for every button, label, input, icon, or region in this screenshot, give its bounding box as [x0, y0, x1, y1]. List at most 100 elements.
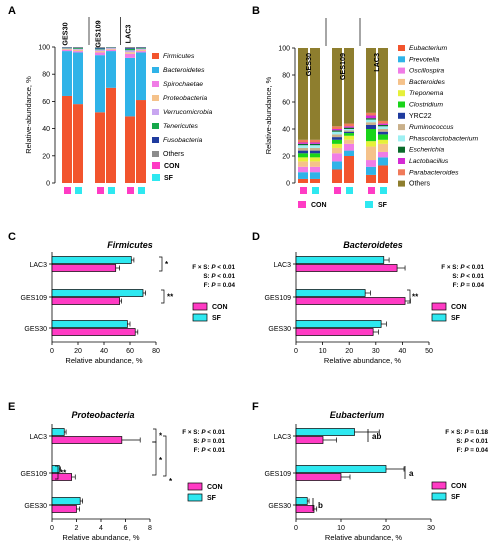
stats-line: F: P < 0.01 — [194, 447, 226, 454]
stacked-bar-segment — [298, 172, 308, 179]
legend-label: Fusobacteria — [163, 137, 203, 144]
stacked-bar-segment — [344, 139, 354, 144]
stacked-bar-segment — [366, 129, 376, 142]
stacked-bar-segment — [73, 52, 83, 105]
legend-swatch — [152, 137, 159, 143]
stacked-bar-segment — [125, 47, 135, 49]
stacked-bar-segment — [366, 115, 376, 119]
stacked-bar-segment — [62, 49, 72, 52]
legend-swatch — [152, 53, 159, 59]
x-tick-label: 40 — [100, 348, 108, 355]
stacked-bar-segment — [378, 139, 388, 144]
stacked-bar-segment — [310, 172, 320, 179]
stacked-bar-segment — [95, 47, 105, 48]
group-label: LAC3 — [124, 25, 133, 44]
stacked-bar-segment — [378, 157, 388, 166]
significance-label: * — [169, 477, 173, 486]
stats-line: F × S: P < 0.01 — [441, 264, 484, 271]
x-tick-label: 0 — [50, 525, 54, 532]
stacked-bar-segment — [136, 100, 146, 183]
significance-label: b — [318, 501, 323, 510]
stats-line: F: P = 0.04 — [204, 282, 236, 289]
stacked-bar-segment — [366, 122, 376, 125]
stacked-bar-segment — [310, 48, 320, 140]
x-axis-label: Relative abundance, % — [62, 533, 139, 542]
bar-con — [295, 473, 342, 481]
category-label: LAC3 — [273, 262, 291, 269]
legend-swatch — [398, 101, 405, 108]
stacked-bar-segment — [378, 151, 388, 158]
chart-title: Firmicutes — [107, 240, 153, 250]
stacked-bar-segment — [310, 142, 320, 144]
legend-label: Bacteroides — [409, 79, 445, 86]
stacked-bar-segment — [73, 47, 83, 48]
panel-letter-b: B — [252, 5, 260, 17]
bar-sf — [295, 256, 385, 264]
x-tick-label: 30 — [427, 525, 435, 532]
legend-label: Others — [409, 181, 431, 188]
stacked-bar-segment — [106, 51, 116, 88]
legend-swatch-con — [187, 482, 203, 491]
legend-label: Spirochaetae — [163, 81, 203, 88]
bar-con — [51, 297, 120, 305]
legend-swatch — [152, 67, 159, 73]
stacked-bar-segment — [366, 119, 376, 123]
bar-sf — [295, 428, 355, 436]
legend-swatch-sf — [187, 493, 203, 502]
legend-label: Phascolarctobacterium — [409, 135, 478, 142]
x-axis-label: Relative abundance, % — [65, 356, 142, 365]
treatment-marker — [300, 187, 307, 194]
stacked-bar-segment — [136, 47, 146, 49]
legend-swatch-con — [152, 162, 160, 169]
legend-label: Tenericutes — [163, 123, 198, 130]
treatment-marker — [312, 187, 319, 194]
panel-letter-f: F — [252, 401, 259, 413]
significance-label: ab — [372, 432, 381, 441]
legend-label-sf: SF — [451, 494, 461, 501]
x-tick-label: 20 — [382, 525, 390, 532]
stacked-bar-segment — [136, 47, 146, 48]
stacked-bar-segment — [332, 161, 342, 170]
stacked-bar-segment — [366, 146, 376, 161]
stacked-bar-segment — [378, 165, 388, 183]
stacked-bar-segment — [62, 95, 72, 183]
legend-label-sf: SF — [378, 202, 388, 209]
legend-label: Verrucomicrobia — [163, 109, 212, 116]
stacked-bar-segment — [366, 166, 376, 175]
stacked-bar-segment — [378, 126, 388, 129]
category-label: LAC3 — [273, 434, 291, 441]
stacked-bar-segment — [344, 127, 354, 129]
stacked-bar-segment — [73, 49, 83, 52]
y-tick-label: 0 — [286, 181, 290, 188]
significance-bracket — [159, 256, 163, 272]
stacked-bar-segment — [310, 178, 320, 183]
stacked-bar-segment — [344, 123, 354, 127]
significance-label: a — [409, 469, 414, 478]
stacked-bar-segment — [332, 129, 342, 131]
legend-label-con: CON — [164, 163, 180, 170]
stacked-bar-segment — [310, 161, 320, 167]
y-tick-label: 100 — [278, 46, 290, 53]
y-tick-label: 60 — [42, 99, 50, 106]
x-tick-label: 0 — [50, 348, 54, 355]
legend-swatch — [398, 124, 405, 131]
legend-label: Bacteroidetes — [163, 67, 205, 74]
y-tick-label: 100 — [38, 45, 50, 52]
stacked-bar-segment — [344, 156, 354, 183]
significance-label: * — [159, 456, 163, 465]
category-label: GES109 — [265, 471, 292, 478]
bar-con — [295, 297, 406, 305]
stacked-bar-segment — [366, 174, 376, 183]
group-label: GES30 — [304, 53, 313, 76]
legend-label-con: CON — [451, 304, 467, 311]
legend-swatch — [152, 123, 159, 129]
stacked-bar-segment — [344, 129, 354, 131]
legend-swatch-sf — [152, 174, 160, 181]
stats-line: F × S: P = 0.18 — [445, 429, 488, 436]
legend-label: Escherichia — [409, 147, 444, 154]
stacked-bar-segment — [298, 166, 308, 173]
bar-sf — [51, 497, 81, 505]
significance-bracket — [55, 465, 59, 480]
stacked-bar-segment — [125, 48, 135, 51]
legend-label-sf: SF — [451, 315, 461, 322]
